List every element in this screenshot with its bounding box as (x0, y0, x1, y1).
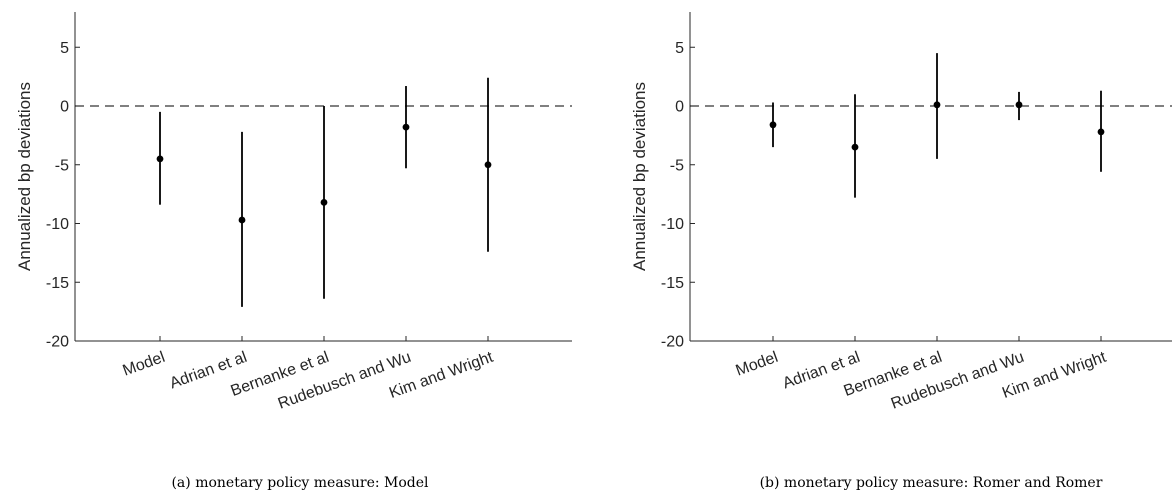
data-point (156, 155, 164, 163)
data-point (851, 143, 859, 151)
panel-caption: (a) monetary policy measure: Model (171, 475, 429, 491)
y-tick-label: -20 (661, 334, 684, 351)
y-tick-label: 0 (675, 99, 684, 116)
data-point (484, 161, 492, 169)
y-tick-label: 5 (675, 40, 684, 57)
data-point (1015, 101, 1023, 109)
data-point (1097, 128, 1105, 136)
y-tick-label: -10 (46, 216, 69, 233)
data-point (933, 101, 941, 109)
y-tick-label: -10 (661, 216, 684, 233)
y-tick-label: -5 (670, 157, 684, 174)
y-tick-label: -15 (46, 275, 69, 292)
y-axis-label: Annualized bp deviations (630, 82, 649, 271)
data-point (402, 123, 410, 131)
panel-caption: (b) monetary policy measure: Romer and R… (760, 475, 1103, 491)
y-tick-label: -5 (55, 157, 69, 174)
data-point (320, 198, 328, 206)
x-tick-label: Model (121, 349, 168, 380)
x-tick-label: Model (734, 349, 781, 380)
data-point (769, 121, 777, 129)
y-tick-label: -15 (661, 275, 684, 292)
y-tick-label: 5 (60, 40, 69, 57)
data-point (238, 216, 246, 224)
y-tick-label: -20 (46, 334, 69, 351)
y-axis-label: Annualized bp deviations (15, 82, 34, 271)
panel-b: 5 0 -5 -10 -15 -20 Annualized bp deviations Mod… (630, 12, 1172, 491)
panel-a: 5 0 -5 -10 -15 -20 Annualized bp deviations Mod… (15, 12, 572, 491)
y-tick-label: 0 (60, 99, 69, 116)
